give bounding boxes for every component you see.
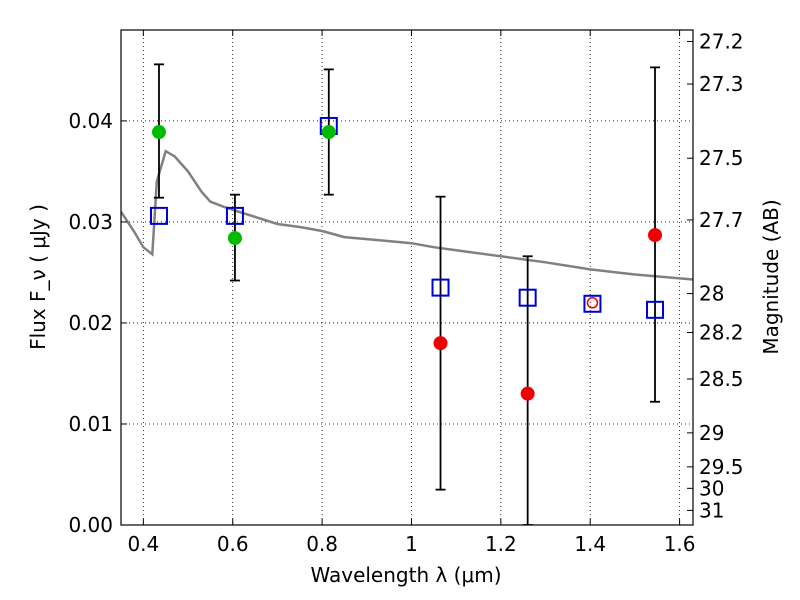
observed-point [520,386,535,401]
observed-point [433,336,448,351]
spectrum-line [121,149,693,281]
x-tick-label: 1.2 [485,532,517,556]
x-tick-label: 0.4 [127,532,159,556]
x-tick-label: 0.8 [306,532,338,556]
grid [121,30,693,526]
x-tick-label: 1 [405,532,418,556]
y2-tick-label: 27.2 [699,29,744,53]
observed-point [321,125,336,140]
y2-tick-label: 27.7 [699,208,744,232]
y-tick-label: 0.04 [68,109,113,133]
y-tick-label: 0.03 [68,210,113,234]
model-point [583,294,602,313]
x-tick-label: 0.6 [217,532,249,556]
plot-frame [120,29,694,526]
y2-tick-label: 27.5 [699,146,744,170]
observed-point [151,125,166,140]
y-tick-label: 0.01 [68,412,113,436]
y2-tick-label: 29.5 [699,455,744,479]
model-point [646,300,665,319]
observed-point [586,297,599,309]
axes: 0.4 0.6 0.8 1 1.2 1.4 1.6 0.00 0.01 0.02 0.03 0.04 2… [68,29,743,556]
x-tick-label: 1.6 [664,532,696,556]
y2-tick-label: 30 [699,476,724,500]
x-axis-label: Wavelength λ (μm) [310,563,501,587]
y2-axis-label: Magnitude (AB) [759,199,783,354]
y2-tick-label: 27.3 [699,72,744,96]
y2-tick-label: 31 [699,498,724,522]
x-tick-label: 1.4 [574,532,606,556]
model-point [518,288,537,307]
model-point [431,278,450,297]
y-tick-label: 0.02 [68,311,113,335]
model-point [225,206,244,225]
observed-point [648,228,663,243]
model-point [149,206,168,225]
y2-tick-label: 28 [699,282,724,306]
y2-tick-label: 29 [699,421,724,445]
observed-point [227,231,242,246]
y2-tick-label: 28.5 [699,367,744,391]
plot-area [121,63,693,525]
y-axis-label: Flux F_ν ( μJy ) [26,204,50,350]
y2-tick-label: 28.2 [699,321,744,345]
y-tick-label: 0.00 [68,513,113,537]
